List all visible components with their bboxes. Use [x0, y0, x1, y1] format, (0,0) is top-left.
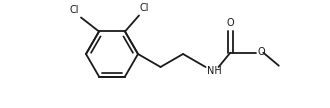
Text: Cl: Cl	[70, 6, 79, 15]
Text: O: O	[257, 47, 265, 57]
Text: Cl: Cl	[139, 3, 149, 14]
Text: O: O	[226, 18, 234, 28]
Text: NH: NH	[207, 66, 221, 76]
